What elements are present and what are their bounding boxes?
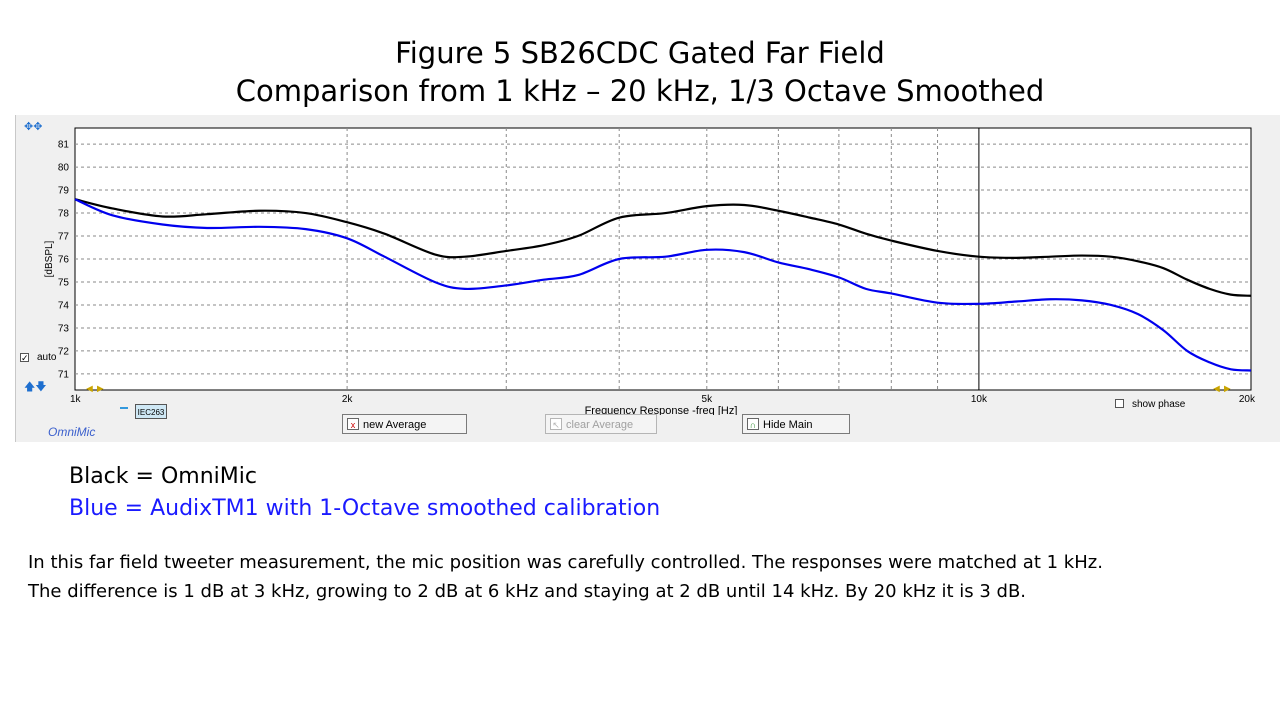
new-average-label: new Average xyxy=(363,419,427,431)
channel-color-swatch xyxy=(120,407,128,409)
x-scroll-right-icon[interactable]: ◄► xyxy=(1211,383,1233,395)
x-scroll-left-icon[interactable]: ◄► xyxy=(84,383,106,395)
figure-subtitle: Comparison from 1 kHz – 20 kHz, 1/3 Octa… xyxy=(235,74,1045,108)
y-tick-label: 71 xyxy=(58,369,70,380)
curve-icon: ∩ xyxy=(747,418,759,430)
pan-up-arrows-icon[interactable]: 🡅🡇 xyxy=(24,381,47,393)
clear-icon: ↖ xyxy=(550,418,562,430)
y-tick-label: 81 xyxy=(58,140,70,151)
figure-title: Figure 5 SB26CDC Gated Far Field xyxy=(395,36,885,70)
hide-main-label: Hide Main xyxy=(763,419,813,431)
y-tick-label: 78 xyxy=(58,209,70,220)
clear-average-button[interactable]: ↖ clear Average xyxy=(545,414,657,434)
auto-checkbox[interactable]: ✓ xyxy=(20,353,29,363)
clear-average-label: clear Average xyxy=(566,419,634,431)
show-phase-label: show phase xyxy=(1132,399,1186,410)
y-tick-label: 76 xyxy=(58,255,70,266)
omnimic-panel: 71 72 73 74 75 76 77 78 79 80 81 1k 2k 5k 10k 20k [dBS… xyxy=(15,115,1280,442)
frequency-response-chart: 71 72 73 74 75 76 77 78 79 80 81 1k 2k 5k 10k 20k [dBS… xyxy=(44,127,1256,415)
legend-blue: Blue = AudixTM1 with 1-Octave smoothed c… xyxy=(69,496,661,521)
app-name: OmniMic xyxy=(48,425,96,439)
x-tick-label: 10k xyxy=(971,394,988,405)
description-line-1: In this far field tweeter measurement, t… xyxy=(28,552,1103,573)
series-line-blue xyxy=(74,198,1252,372)
y-tick-label: 80 xyxy=(58,163,70,174)
y-tick-label: 74 xyxy=(58,300,70,311)
hide-main-button[interactable]: ∩ Hide Main xyxy=(742,414,850,434)
channel-label[interactable]: IEC263 xyxy=(135,404,167,419)
series-line-black xyxy=(74,198,1252,297)
y-axis-label: [dBSPL] xyxy=(44,240,55,277)
x-tick-label: 2k xyxy=(342,394,354,405)
y-tick-label: 75 xyxy=(58,277,70,288)
x-tick-label: 5k xyxy=(702,394,714,405)
new-average-button[interactable]: x new Average xyxy=(342,414,467,434)
description-line-2: The difference is 1 dB at 3 kHz, growing… xyxy=(28,581,1027,602)
average-icon: x xyxy=(347,418,359,430)
y-tick-label: 77 xyxy=(58,232,70,243)
x-tick-label: 1k xyxy=(70,394,82,405)
y-tick-label: 72 xyxy=(58,346,70,357)
check-mark-icon: ✓ xyxy=(21,353,29,363)
y-tick-label: 73 xyxy=(58,323,70,334)
auto-label: auto xyxy=(37,352,57,363)
x-tick-label: 20k xyxy=(1239,394,1256,405)
y-tick-label: 79 xyxy=(58,186,70,197)
show-phase-checkbox[interactable] xyxy=(1115,399,1124,408)
legend-black: Black = OmniMic xyxy=(69,464,257,489)
x-axis-label: Frequency Response -freq [Hz] xyxy=(585,405,738,415)
zoom-up-arrows-icon[interactable]: ✥✥ xyxy=(24,121,43,133)
